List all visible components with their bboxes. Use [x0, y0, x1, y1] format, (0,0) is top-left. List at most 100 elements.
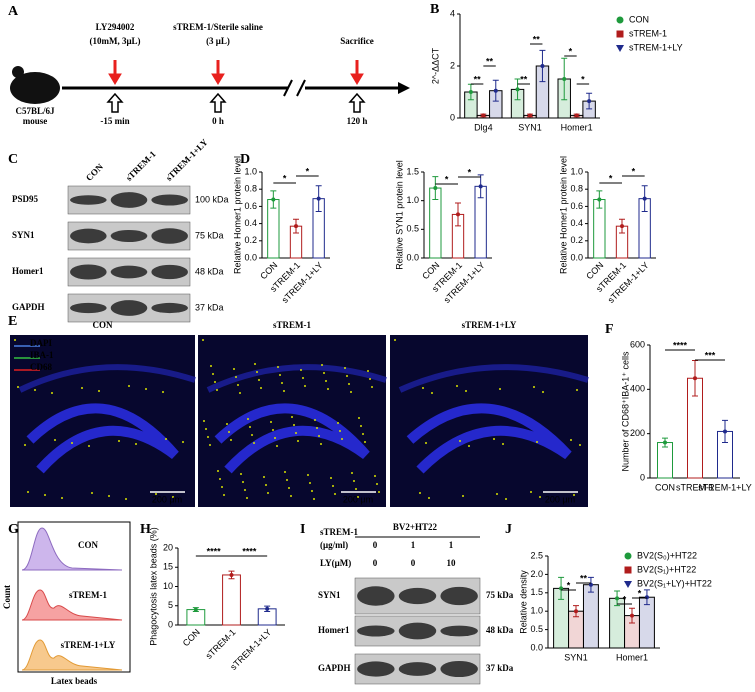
y-tick-label: 0.0 [406, 252, 419, 262]
cell-dot [265, 484, 267, 486]
mean-dot [456, 212, 460, 217]
cell-dot [358, 417, 360, 419]
dose-label: 0 [373, 558, 378, 568]
time-label: 120 h [347, 116, 368, 126]
cell-dot [318, 435, 320, 437]
y-tick-label: 0.0 [570, 252, 583, 262]
x-tick-label: Homer1 [616, 652, 648, 662]
significance-label: * [567, 580, 571, 590]
cell-dot [468, 445, 470, 447]
cell-dot [362, 433, 364, 435]
blot-band [357, 586, 395, 606]
cell-label: BV2+HT22 [393, 522, 438, 532]
y-tick-label: 0.0 [530, 642, 543, 652]
y-tick-label: 0 [450, 112, 455, 122]
cell-dot [286, 479, 288, 481]
legend-label: sTREM-1 [629, 28, 667, 38]
cell-dot [314, 419, 316, 421]
y-tick-label: 1.0 [530, 606, 543, 616]
mean-dot [265, 606, 270, 611]
significance-label: ** [580, 573, 588, 583]
cell-dot [456, 385, 458, 387]
flow-group-label: sTREM-1+LY [61, 640, 116, 650]
legend-marker [624, 581, 632, 588]
mean-dot [642, 196, 647, 201]
cell-dot [297, 440, 299, 442]
cell-dot [202, 339, 204, 341]
mean-dot [294, 224, 298, 229]
significance-label: * [306, 166, 310, 176]
y-tick-label: 0.8 [570, 184, 583, 194]
cell-dot [496, 493, 498, 495]
mean-dot [528, 113, 532, 118]
cell-dot [228, 431, 230, 433]
mean-dot [193, 607, 198, 612]
red-arrows [108, 60, 364, 85]
y-tick-label: 400 [630, 384, 645, 394]
significance-label: ** [520, 74, 528, 84]
y-axis-label: Relative SYN1 protein level [394, 160, 404, 270]
cell-dot [182, 441, 184, 443]
cell-dot [260, 387, 262, 389]
cell-dot [230, 439, 232, 441]
blot-band [110, 265, 148, 279]
cell-dot [307, 474, 309, 476]
dose-label: 0 [373, 540, 378, 550]
significance-label: * [468, 167, 472, 177]
cell-dot [357, 496, 359, 498]
cell-dot [24, 444, 26, 446]
y-tick-label: 2.5 [530, 550, 543, 560]
mean-dot [540, 64, 545, 68]
y-tick-label: 1.0 [244, 166, 257, 176]
mean-dot [693, 376, 697, 381]
cell-dot [221, 486, 223, 488]
cell-dot [290, 495, 292, 497]
cell-dot [71, 442, 73, 444]
channel-label: CD68 [30, 362, 52, 372]
significance-label: * [569, 46, 573, 56]
cell-dot [270, 421, 272, 423]
mean-dot [316, 196, 321, 201]
y-tick-label: 1.5 [530, 587, 543, 597]
cell-dot [288, 487, 290, 489]
mean-dot [468, 90, 473, 94]
y-tick-label: 0.5 [530, 624, 543, 634]
cell-dot [350, 391, 352, 393]
cell-dot [313, 498, 315, 500]
x-tick-label: CON [655, 482, 675, 492]
significance-label: * [581, 74, 585, 84]
x-tick-label: SYN1 [564, 652, 588, 662]
cell-dot [295, 432, 297, 434]
y-tick-label: 0.6 [570, 201, 583, 211]
y-tick-label: 4 [450, 8, 455, 18]
cell-dot [505, 498, 507, 500]
protein-label: Homer1 [12, 266, 44, 276]
blot-band [440, 586, 478, 606]
mean-dot [644, 595, 649, 600]
legend-marker [616, 16, 624, 24]
cell-dot [327, 388, 329, 390]
flow-frame [17, 521, 131, 673]
mean-dot [587, 99, 592, 104]
cell-dot [419, 492, 421, 494]
cell-dot [108, 495, 110, 497]
time-label: 0 h [212, 116, 224, 126]
cell-dot [17, 386, 19, 388]
mean-dot [562, 77, 567, 81]
timeline-label: Sacrifice [340, 36, 373, 46]
y-tick-label: 0.2 [244, 235, 257, 245]
size-label: 100 kDa [195, 194, 229, 204]
cell-dot [321, 364, 323, 366]
ca-layer [206, 364, 387, 393]
cell-dot [371, 386, 373, 388]
image-title: sTREM-1 [273, 320, 311, 330]
significance-label: * [609, 173, 613, 183]
blot-band [440, 660, 478, 678]
blot-band [398, 587, 437, 605]
cell-dot [254, 363, 256, 365]
mean-dot [615, 596, 620, 601]
size-label: 75 kDa [195, 230, 224, 240]
blot-band [70, 228, 107, 244]
western-blot-i [354, 536, 481, 685]
cell-dot [428, 497, 430, 499]
